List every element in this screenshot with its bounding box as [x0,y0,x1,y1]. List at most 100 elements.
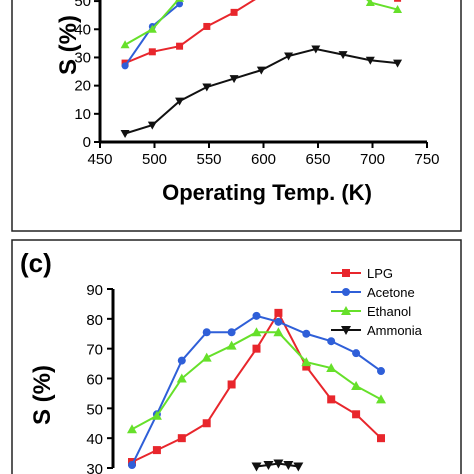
bottom-data-point [352,349,361,358]
bottom-axes: 30 40 50 60 70 80 90 [86,282,115,474]
top-data-point [120,40,130,49]
top-y-tick-label: 30 [74,49,91,66]
bottom-y-tick-label: 40 [86,431,103,448]
top-y-tick-label: 0 [83,134,91,151]
top-y-tick-label: 20 [74,78,91,95]
bottom-data-point [326,363,337,373]
bottom-data-point [252,344,261,353]
bottom-data-point [273,327,284,337]
bottom-data-point [177,356,186,365]
bottom-y-tick-label: 80 [86,312,103,329]
top-series-group [120,0,403,139]
top-data-point [148,48,156,56]
bottom-data-point [176,373,187,383]
top-x-tick-label: 500 [142,151,167,168]
bottom-data-point [202,419,211,428]
top-data-point [393,5,403,14]
bottom-data-point [151,410,162,420]
bottom-series-group [127,308,386,472]
bottom-data-point [351,380,362,390]
bottom-data-point [327,395,336,404]
bottom-data-point [274,317,283,326]
bottom-data-point [377,434,385,443]
top-panel-frame [11,0,462,232]
bottom-data-point [273,459,284,469]
top-data-point [147,24,157,33]
top-series-line [124,0,180,46]
legend-label: LPG [367,266,393,281]
bottom-panel-frame [11,239,462,474]
bottom-data-point [202,328,211,337]
top-data-point [229,75,239,84]
top-x-tick-label: 700 [360,151,385,168]
bottom-data-point [293,462,304,472]
bottom-data-point [127,424,137,434]
bottom-data-point [128,461,136,470]
bottom-y-tick-label: 50 [86,401,103,418]
top-y-axis-title: S (%) [55,15,82,75]
top-y-tick-label: 40 [74,21,91,38]
bottom-data-point [283,461,294,471]
legend-marker [342,269,350,277]
bottom-y-tick-label: 70 [86,342,103,359]
top-series-line [124,0,183,67]
top-data-point [203,22,211,30]
legend-marker [342,288,350,296]
top-x-tick-label: 750 [414,151,439,168]
top-x-tick-label: 450 [87,151,112,168]
panel-label-c: (c) [20,248,52,278]
bottom-data-point [274,308,283,317]
legend-label: Ammonia [367,323,423,338]
top-chart: 450 500 550 600 650 700 750 0 10 20 30 40 50 S (%) O… [55,0,440,205]
bottom-data-point [263,461,274,471]
top-data-point [175,97,185,106]
bottom-data-point [201,352,212,362]
top-series-line [124,0,256,65]
top-series-line [366,0,398,11]
bottom-data-point [227,380,236,389]
bottom-data-point [252,311,261,320]
bottom-data-point [227,328,236,337]
top-data-point [147,121,157,130]
top-data-point [230,8,238,16]
top-axes: 450 500 550 600 650 700 750 0 10 20 30 40 50 [74,0,440,168]
top-data-point [365,56,375,65]
bottom-data-point [327,337,336,346]
bottom-chart: (c) 30 40 50 60 70 80 90 S (%) LPG Acetone Ethan… [20,248,423,474]
top-series-line [124,47,398,135]
bottom-y-tick-label: 60 [86,372,103,389]
bottom-data-point [152,446,161,455]
top-y-tick-label: 10 [74,106,91,123]
top-data-point [176,0,184,8]
top-data-point [176,42,184,50]
bottom-data-point [251,462,262,472]
bottom-y-tick-label: 30 [86,461,103,474]
top-data-point [202,83,212,92]
top-x-tick-label: 650 [305,151,330,168]
bottom-y-tick-label: 90 [86,282,103,299]
bottom-data-point [301,357,312,367]
top-y-tick-label: 50 [74,0,91,10]
legend: LPG Acetone Ethanol Ammonia [331,266,423,338]
legend-marker [341,326,351,335]
bottom-series-line [131,314,382,466]
bottom-data-point [302,329,311,338]
bottom-data-point [302,362,311,371]
bottom-data-point [177,434,186,443]
top-data-point [175,0,185,2]
top-data-point [338,51,348,60]
legend-label: Ethanol [367,304,411,319]
top-data-point [394,0,402,2]
top-x-tick-label: 550 [196,151,221,168]
top-data-point [256,66,266,75]
bottom-data-point [376,394,386,404]
bottom-y-axis-title: S (%) [29,365,56,425]
bottom-data-point [352,410,361,419]
top-data-point [284,52,294,61]
top-data-point [311,45,321,54]
top-x-tick-label: 600 [251,151,276,168]
legend-marker [341,306,351,315]
bottom-data-point [226,340,237,350]
legend-label: Acetone [367,285,415,300]
